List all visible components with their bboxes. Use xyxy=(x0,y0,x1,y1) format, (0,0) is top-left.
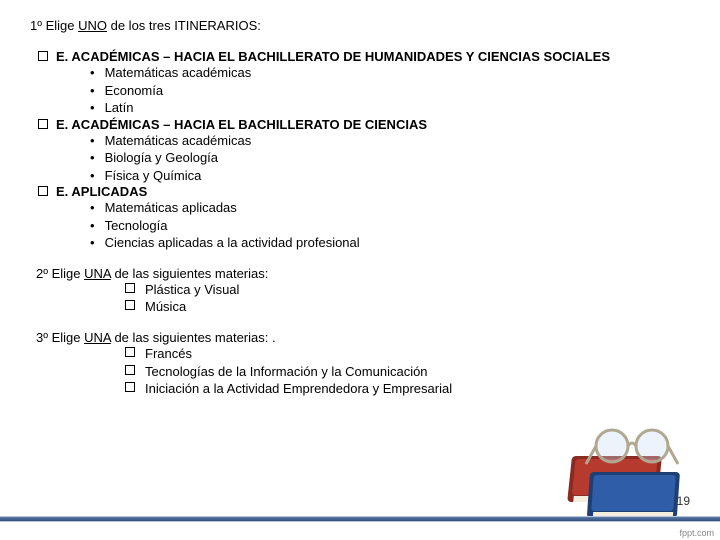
bullet-icon: • xyxy=(90,99,95,117)
item-text: Ciencias aplicadas a la actividad profes… xyxy=(105,234,360,252)
step1-prefix: 1º Elige xyxy=(30,18,78,33)
checkbox-icon xyxy=(38,51,48,61)
bullet-icon: • xyxy=(90,82,95,100)
step2-options: Plástica y Visual Música xyxy=(125,281,690,316)
checkbox-icon xyxy=(125,347,135,357)
step3-options: Francés Tecnologías de la Información y … xyxy=(125,345,690,398)
step2-title: 2º Elige UNA de las siguientes materias: xyxy=(36,266,690,281)
bullet-icon: • xyxy=(90,132,95,150)
step3-underlined: UNA xyxy=(84,330,111,345)
bullet-icon: • xyxy=(90,199,95,217)
checkbox-icon xyxy=(125,365,135,375)
item-text: Matemáticas académicas xyxy=(105,132,252,150)
checkbox-icon xyxy=(38,119,48,129)
itinerary-items: • Matemáticas académicas • Economía • Latín xyxy=(90,64,690,117)
item-text: Plástica y Visual xyxy=(145,281,239,299)
step3-prefix: 3º Elige xyxy=(36,330,84,345)
item-text: Francés xyxy=(145,345,192,363)
list-item: • Tecnología xyxy=(90,217,690,235)
list-item: • Matemáticas académicas xyxy=(90,132,690,150)
item-text: Latín xyxy=(105,99,134,117)
slide-content: 1º Elige UNO de los tres ITINERARIOS: E.… xyxy=(0,0,720,398)
list-item: Tecnologías de la Información y la Comun… xyxy=(125,363,690,381)
checkbox-icon xyxy=(38,186,48,196)
step3-suffix: de las siguientes materias: . xyxy=(111,330,276,345)
list-item: • Matemáticas académicas xyxy=(90,64,690,82)
footer-bar xyxy=(0,516,720,522)
item-text: Biología y Geología xyxy=(105,149,218,167)
step3-title: 3º Elige UNA de las siguientes materias:… xyxy=(36,330,690,345)
item-text: Economía xyxy=(105,82,164,100)
itinerary-heading: E. ACADÉMICAS – HACIA EL BACHILLERATO DE… xyxy=(38,49,690,64)
bullet-icon: • xyxy=(90,64,95,82)
bullet-icon: • xyxy=(90,217,95,235)
checkbox-icon xyxy=(125,300,135,310)
checkbox-icon xyxy=(125,283,135,293)
list-item: • Biología y Geología xyxy=(90,149,690,167)
list-item: • Latín xyxy=(90,99,690,117)
list-item: Iniciación a la Actividad Emprendedora y… xyxy=(125,380,690,398)
item-text: Tecnología xyxy=(105,217,168,235)
books-icon xyxy=(560,416,690,526)
list-item: • Física y Química xyxy=(90,167,690,185)
step1-underlined: UNO xyxy=(78,18,107,33)
list-item: Música xyxy=(125,298,690,316)
item-text: Música xyxy=(145,298,186,316)
item-text: Física y Química xyxy=(105,167,202,185)
itinerary-heading: E. APLICADAS xyxy=(38,184,690,199)
checkbox-icon xyxy=(125,382,135,392)
item-text: Matemáticas aplicadas xyxy=(105,199,237,217)
list-item: • Ciencias aplicadas a la actividad profe… xyxy=(90,234,690,252)
footer-credit: fppt.com xyxy=(679,528,714,538)
list-item: • Matemáticas aplicadas xyxy=(90,199,690,217)
step2-underlined: UNA xyxy=(84,266,111,281)
itinerary-items: • Matemáticas académicas • Biología y Geol… xyxy=(90,132,690,185)
itinerary-title: E. ACADÉMICAS – HACIA EL BACHILLERATO DE… xyxy=(56,117,427,132)
step1-title: 1º Elige UNO de los tres ITINERARIOS: xyxy=(30,18,690,33)
step1-suffix: de los tres ITINERARIOS: xyxy=(107,18,261,33)
step2-prefix: 2º Elige xyxy=(36,266,84,281)
itinerary-title: E. APLICADAS xyxy=(56,184,147,199)
page-number: 19 xyxy=(677,494,690,508)
step2-suffix: de las siguientes materias: xyxy=(111,266,269,281)
item-text: Iniciación a la Actividad Emprendedora y… xyxy=(145,380,452,398)
bullet-icon: • xyxy=(90,149,95,167)
bullet-icon: • xyxy=(90,167,95,185)
itinerary-items: • Matemáticas aplicadas • Tecnología • Cien… xyxy=(90,199,690,252)
item-text: Matemáticas académicas xyxy=(105,64,252,82)
bullet-icon: • xyxy=(90,234,95,252)
itinerary-title: E. ACADÉMICAS – HACIA EL BACHILLERATO DE… xyxy=(56,49,610,64)
list-item: Plástica y Visual xyxy=(125,281,690,299)
item-text: Tecnologías de la Información y la Comun… xyxy=(145,363,428,381)
list-item: Francés xyxy=(125,345,690,363)
itinerary-heading: E. ACADÉMICAS – HACIA EL BACHILLERATO DE… xyxy=(38,117,690,132)
list-item: • Economía xyxy=(90,82,690,100)
